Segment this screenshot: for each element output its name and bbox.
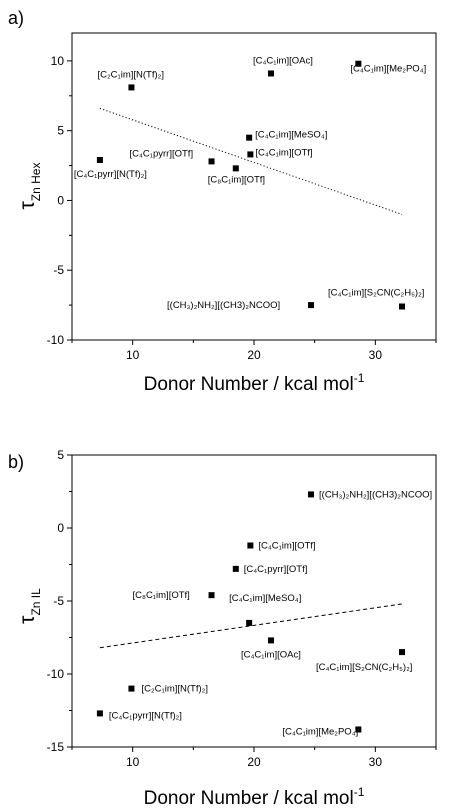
data-point: [247, 151, 254, 158]
data-point: [267, 70, 274, 77]
data-point-label: [C₄C₁pyrr][OTf]: [130, 148, 194, 159]
chart-panel-a: a) 10 20 30 -10 -5 0 5 10 Donor Number / kcal mol…: [8, 8, 437, 395]
data-point-label: [C₄C₁im][OAc]: [241, 649, 301, 660]
y-tick-label: -5: [53, 263, 64, 277]
data-point-label: [C₄C₁im][Me₂PO₄]: [350, 64, 426, 75]
data-point-label: [(CH₃)₂NH₂][(CH3)₂NCOO]: [167, 300, 280, 311]
data-point-label: [(CH₃)₂NH₂][(CH3)₂NCOO]: [319, 489, 432, 500]
data-point: [267, 637, 274, 644]
x-tick-label: 20: [247, 348, 261, 362]
y-axis-title-subscript: Zn IL: [29, 588, 43, 616]
y-tick-label: -5: [53, 594, 64, 608]
y-tick-label: 0: [57, 193, 64, 207]
x-axis-title: Donor Number / kcal mol-1: [144, 371, 365, 395]
data-point: [232, 565, 239, 572]
data-point: [232, 165, 239, 172]
data-point-label: [C₄C₁im][Me₂PO₄]: [282, 726, 358, 737]
trend-line: [99, 107, 403, 215]
data-point: [128, 84, 135, 91]
x-tick-label: 20: [247, 755, 261, 769]
y-tick-label: -10: [47, 667, 65, 681]
data-point: [308, 491, 315, 498]
x-axis-title-superscript: -1: [354, 785, 365, 799]
y-tick-label: -10: [47, 333, 65, 347]
y-axis-title-symbol: τ: [16, 615, 39, 624]
panel-label: b): [8, 452, 24, 472]
x-tick-label: 10: [126, 348, 140, 362]
data-point: [355, 726, 362, 733]
chart-panel-b: b) 10 20 30 -15 -10 -5 0 5 Donor Number / kcal mo…: [8, 448, 437, 809]
data-point: [208, 158, 215, 165]
y-axis-title: τZn Hex: [16, 163, 43, 210]
data-point: [308, 302, 315, 309]
trend-line: [99, 603, 403, 649]
data-point-label: [C₄C₁pyrr][N(Tf)₂]: [109, 710, 182, 721]
data-point-label: [C₄C₁pyrr][OTf]: [244, 564, 308, 575]
y-axis-title: τZn IL: [16, 588, 43, 624]
x-axis-title: Donor Number / kcal mol-1: [144, 785, 365, 809]
x-tick-label: 30: [369, 348, 383, 362]
y-tick-label: 0: [57, 521, 64, 535]
data-point-label: [C₈C₁im][OTf]: [133, 590, 190, 601]
data-point-label: [C₈C₁im][OTf]: [208, 174, 265, 185]
y-tick-label: -15: [47, 740, 65, 754]
data-point-label: [C₂C₁im][N(Tf)₂]: [97, 69, 164, 80]
y-axis-title-symbol: τ: [16, 200, 39, 209]
data-point-label: [C₄C₁im][OAc]: [253, 55, 313, 66]
data-point-label: [C₄C₁im][S₂CN(C₂H₅)₂]: [328, 288, 424, 299]
data-point-label: [C₂C₁im][N(Tf)₂]: [141, 684, 208, 695]
x-tick-label: 10: [126, 755, 140, 769]
data-point-label: [C₄C₁im][MeSO₄]: [255, 130, 327, 141]
x-axis-title-superscript: -1: [354, 371, 365, 385]
y-tick-label: 10: [51, 54, 65, 68]
data-point: [355, 60, 362, 67]
y-tick-label: 5: [57, 448, 64, 462]
y-tick-label: 5: [57, 124, 64, 138]
data-point: [96, 710, 103, 717]
data-point-label: [C₄C₁im][MeSO₄]: [229, 593, 301, 604]
data-point: [399, 303, 406, 310]
panel-label: a): [8, 8, 24, 28]
data-point-label: [C₄C₁im][OTf]: [258, 541, 315, 552]
data-point: [208, 592, 215, 599]
data-point: [246, 134, 253, 141]
data-point-label: [C₄C₁im][S₂CN(C₂H₅)₂]: [316, 662, 412, 673]
data-point-label: [C₄C₁im][OTf]: [255, 147, 312, 158]
data-point: [128, 685, 135, 692]
data-point: [96, 156, 103, 163]
data-point: [246, 619, 253, 626]
x-tick-label: 30: [369, 755, 383, 769]
data-point: [399, 649, 406, 656]
data-point: [247, 542, 254, 549]
y-axis-title-subscript: Zn Hex: [29, 163, 43, 202]
data-point-label: [C₄C₁pyrr][N(Tf)₂]: [74, 169, 147, 180]
